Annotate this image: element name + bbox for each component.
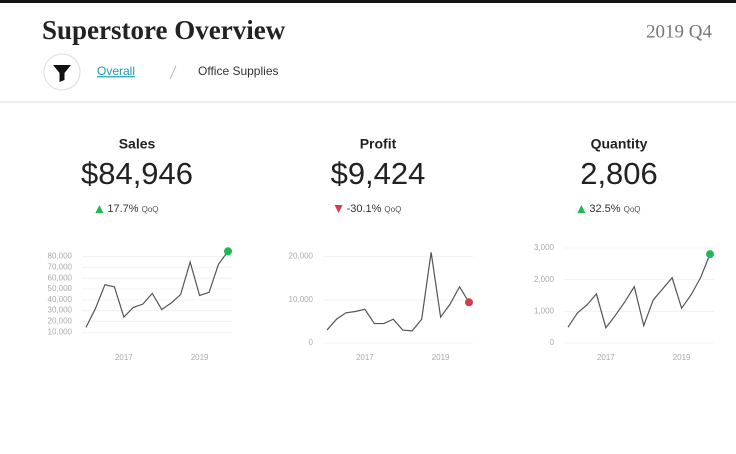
kpi-change: 32.5% <box>589 203 620 215</box>
kpi-change: 17.7% <box>107 203 138 215</box>
kpi-title: Quantity <box>591 136 648 152</box>
x-tick-label: 2017 <box>115 353 133 362</box>
breadcrumb-current: Office Supplies <box>198 64 279 78</box>
breadcrumb-link[interactable]: Overall <box>97 64 135 78</box>
x-tick-label: 2017 <box>597 353 615 362</box>
latest-point <box>465 298 473 307</box>
kpi-note: QoQ <box>384 205 401 214</box>
y-tick-label: 10,000 <box>289 295 314 304</box>
kpi-value: 2,806 <box>580 156 658 191</box>
kpi-value: $9,424 <box>331 156 426 191</box>
dashboard-title: Superstore Overview <box>42 15 286 45</box>
y-tick-label: 3,000 <box>534 243 555 252</box>
kpi-note: QoQ <box>624 205 641 214</box>
y-tick-label: 0 <box>309 338 314 347</box>
kpi-value: $84,946 <box>81 156 193 191</box>
y-tick-label: 2,000 <box>534 275 555 284</box>
line <box>326 252 470 332</box>
separator <box>169 65 177 80</box>
trend-arrow <box>95 205 104 213</box>
x-tick-label: 2019 <box>673 353 691 362</box>
y-tick-label: 1,000 <box>534 306 555 315</box>
kpi-change: -30.1% <box>347 203 382 215</box>
y-tick-label: 10,000 <box>48 327 73 336</box>
y-tick-label: 40,000 <box>48 295 73 304</box>
filter-icon[interactable] <box>53 65 71 82</box>
trend-arrow <box>334 205 343 213</box>
y-tick-label: 80,000 <box>48 252 73 261</box>
line <box>85 250 229 328</box>
x-tick-label: 2019 <box>432 353 450 362</box>
y-tick-label: 70,000 <box>48 263 73 272</box>
y-tick-label: 30,000 <box>48 306 73 315</box>
y-tick-label: 20,000 <box>48 317 73 326</box>
kpi-title: Profit <box>360 136 397 152</box>
y-tick-label: 20,000 <box>289 252 314 261</box>
canvas: Superstore Overview 2019 Q4 Overall Offi… <box>0 15 736 362</box>
y-tick-label: 0 <box>550 338 555 347</box>
x-tick-label: 2017 <box>356 353 374 362</box>
x-tick-label: 2019 <box>191 353 209 362</box>
filter-button[interactable] <box>43 53 81 91</box>
y-tick-label: 50,000 <box>48 284 73 293</box>
latest-point <box>706 250 714 259</box>
line <box>567 253 711 330</box>
y-tick-label: 60,000 <box>48 273 73 282</box>
period: 2019 Q4 <box>646 21 712 42</box>
trend-arrow <box>577 205 586 213</box>
kpi-title: Sales <box>119 136 156 152</box>
latest-point <box>224 247 232 256</box>
kpi-note: QoQ <box>142 205 159 214</box>
